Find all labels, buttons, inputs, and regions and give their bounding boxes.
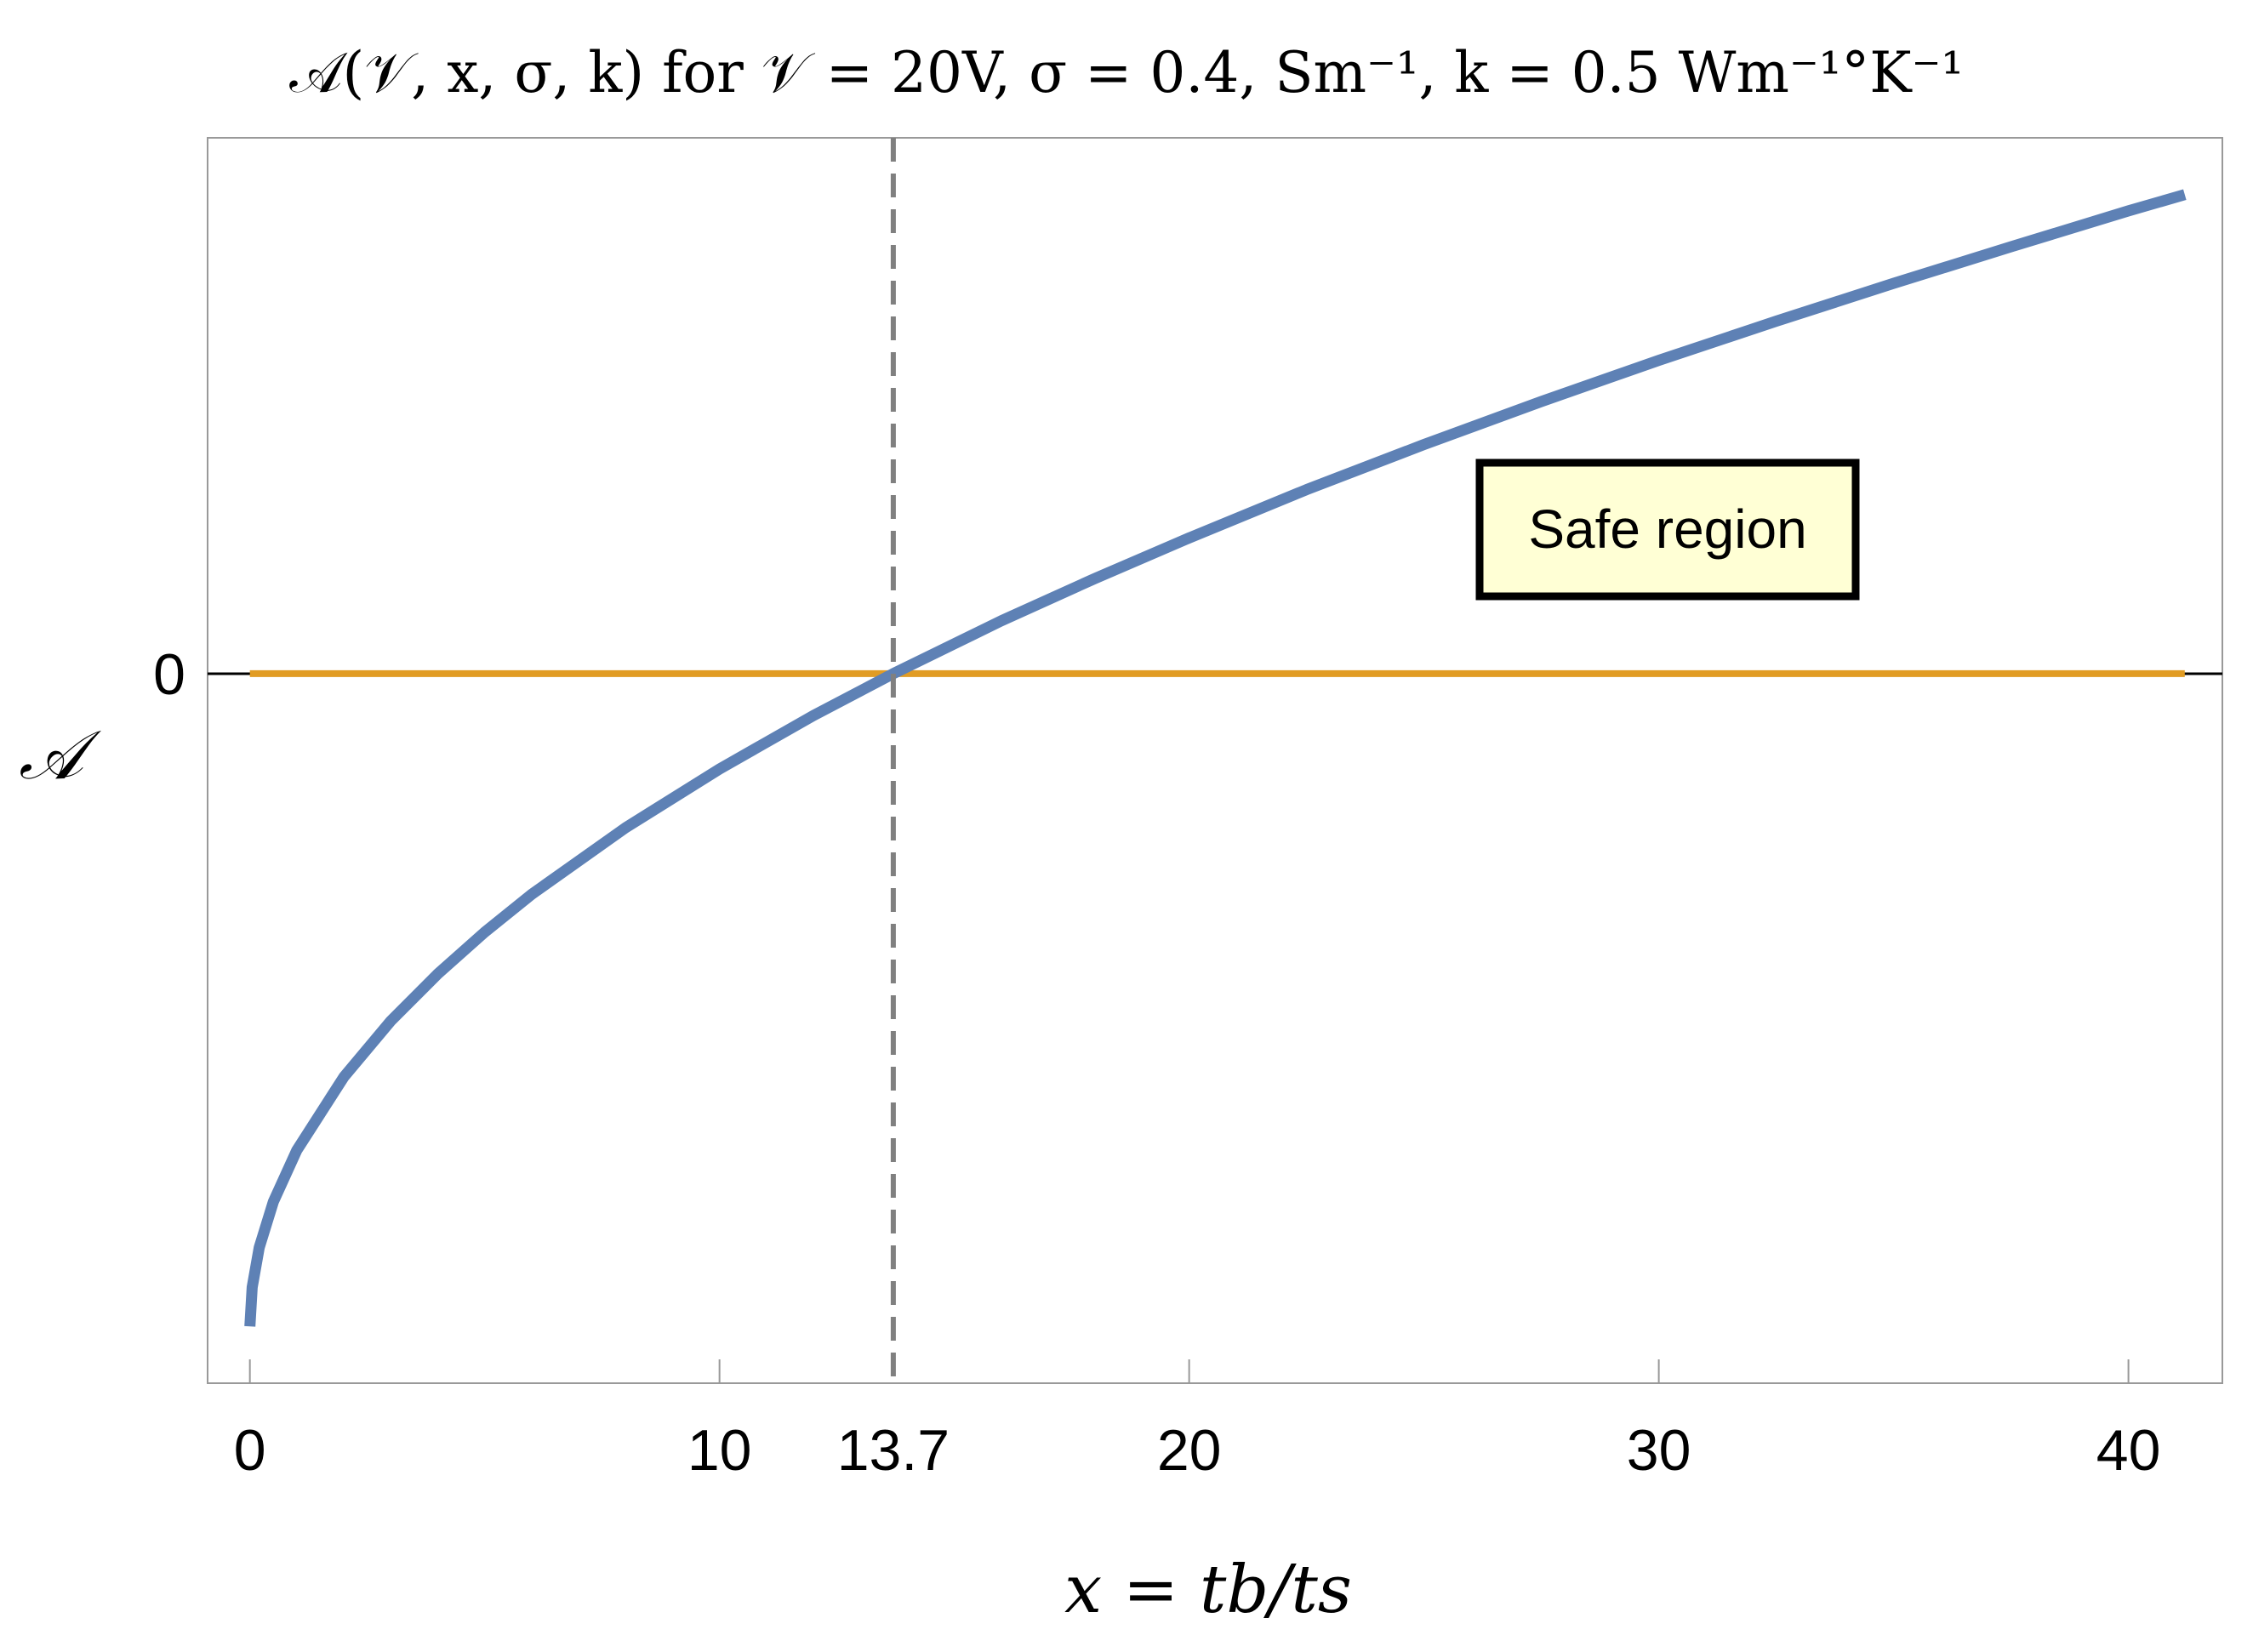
y-axis-label: 𝒜: [19, 715, 101, 795]
y-tick-label: 0: [153, 642, 185, 707]
x-tick-label: 10: [687, 1418, 752, 1483]
chart-title: 𝒜(𝒱, x, σ, k) for 𝒱 = 20V, σ = 0.4, Sm⁻¹…: [289, 40, 1964, 105]
x-tick-label: 20: [1157, 1418, 1222, 1483]
x-tick-label: 40: [2096, 1418, 2161, 1483]
x-ticks: 0 10 13.7 20 30 40: [234, 1359, 2161, 1483]
x-tick-label: 0: [234, 1418, 266, 1483]
series-curve-a: [244, 189, 2187, 1327]
annotation-text: Safe region: [1528, 498, 1806, 560]
x-tick-label: 30: [1627, 1418, 1691, 1483]
series-group: [244, 189, 2187, 1327]
x-tick-label: 13.7: [837, 1418, 950, 1483]
plot-frame: [207, 137, 2223, 1384]
y-ticks: 0: [153, 642, 185, 707]
x-axis-label: x = tb/ts: [1064, 1552, 1352, 1628]
annotation-box: [1475, 459, 1860, 601]
safe-region-annotation: Safe region: [1475, 459, 1860, 601]
